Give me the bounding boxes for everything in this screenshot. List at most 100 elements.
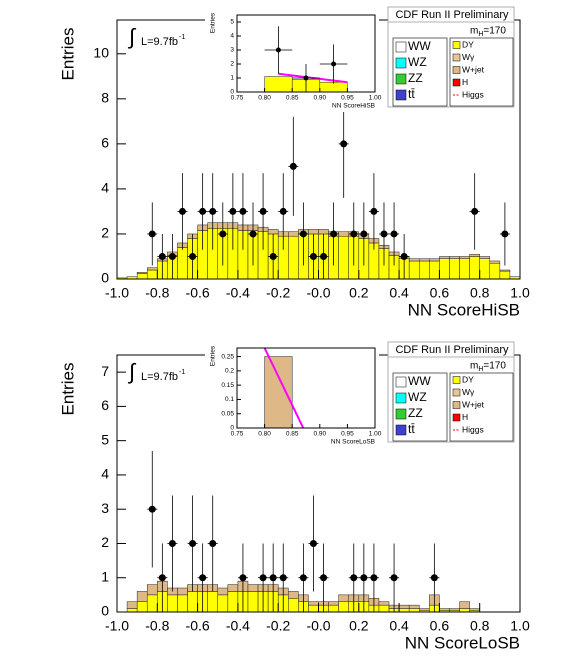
plot-frame: [236, 347, 376, 429]
y-tick-label: 6: [101, 135, 109, 151]
x-tick-label: 0.4: [389, 618, 409, 634]
x-tick-label: 1.0: [510, 285, 530, 301]
data-point: [370, 207, 378, 215]
y-tick-label: 10: [93, 44, 109, 60]
histogram-bar: [469, 608, 480, 611]
data-point: [309, 252, 317, 260]
histogram-bar: [146, 594, 158, 613]
histogram-bar: [469, 256, 480, 280]
x-tick-label: -0.8: [145, 618, 169, 634]
x-tick-label: 0.75: [231, 95, 244, 102]
y-tick-label: 0: [101, 270, 109, 286]
integral-sign: ∫: [127, 359, 137, 384]
x-tick-label: -0.0: [306, 285, 330, 301]
mass-subscript: H: [478, 366, 483, 373]
legend-label: WW: [408, 374, 431, 388]
y-tick-label: 2: [101, 225, 109, 241]
histogram-bar: [217, 594, 229, 613]
histogram-bar: [136, 591, 148, 602]
histogram-bar: [459, 258, 470, 280]
x-tick-label: 0.8: [470, 285, 490, 301]
legend-label: Wγ: [462, 52, 475, 62]
histogram-bar: [267, 229, 279, 235]
data-point: [430, 574, 438, 582]
legend-swatch: [452, 78, 461, 87]
legend-swatch: [452, 401, 461, 409]
y-tick-label: 3: [230, 47, 234, 54]
histogram-bar: [439, 256, 450, 259]
x-tick-label: 0.2: [349, 285, 369, 301]
data-point: [239, 207, 247, 215]
data-point: [380, 230, 388, 238]
x-tick-label: 0.8: [470, 618, 490, 634]
legend-swatch: [452, 376, 461, 384]
y-tick-label: 8: [101, 90, 109, 106]
histogram-bar: [469, 253, 480, 257]
legend-label: WW: [408, 39, 431, 53]
data-point: [199, 574, 207, 582]
histogram-bar: [408, 608, 420, 613]
histogram-bar: [408, 260, 420, 280]
x-tick-label: -0.6: [186, 618, 210, 634]
legend-swatch: [452, 413, 461, 422]
y-tick-label: 1: [230, 75, 234, 82]
histogram-bar: [177, 587, 188, 596]
data-point: [331, 61, 337, 67]
x-tick-label: 0.2: [349, 618, 369, 634]
legend-box: [449, 37, 514, 107]
data-point: [219, 230, 227, 238]
legend-swatch: [452, 66, 461, 74]
legend-box: [449, 372, 514, 442]
histogram-bar: [288, 231, 299, 237]
x-tick-label: 0.80: [258, 95, 271, 102]
x-axis-label: NN ScoreHiSB: [332, 103, 375, 110]
y-tick-label: 4: [101, 466, 109, 482]
data-point: [148, 505, 156, 513]
histogram-bar: [499, 269, 511, 272]
data-point: [279, 574, 287, 582]
y-tick-label: 3: [101, 500, 109, 516]
data-point: [229, 207, 237, 215]
luminosity-exponent: -1: [179, 34, 185, 41]
x-tick-label: 1.0: [510, 618, 530, 634]
histogram-bar: [408, 604, 420, 609]
histogram-bar: [207, 591, 219, 613]
legend-label: W+jet: [462, 399, 485, 409]
histogram-bar: [439, 258, 450, 280]
histogram-bar: [459, 601, 470, 609]
data-point: [390, 574, 398, 582]
y-tick-label: 0.15: [221, 382, 234, 389]
data-point: [269, 574, 277, 582]
data-point: [350, 230, 358, 238]
y-tick-label: 0.1: [225, 396, 234, 403]
y-tick-label: 2: [101, 534, 109, 550]
x-tick-label: -0.4: [226, 618, 250, 634]
histogram-bar: [449, 256, 460, 259]
histogram-bar: [338, 594, 349, 602]
x-tick-label: -0.2: [266, 285, 290, 301]
legend-swatch: [395, 89, 407, 101]
data-point: [289, 162, 297, 170]
data-point: [158, 574, 166, 582]
y-axis-label: Entries: [210, 345, 217, 366]
data-point: [330, 230, 338, 238]
y-axis-label: Entries: [58, 363, 77, 416]
x-tick-label: -0.0: [306, 618, 330, 634]
histogram-bar: [227, 591, 239, 613]
histogram-bar: [378, 601, 390, 606]
luminosity: L=9.7fb: [141, 371, 178, 383]
y-tick-label: 0: [230, 89, 234, 96]
legend-swatch: [452, 41, 461, 49]
histogram-bar: [338, 231, 349, 237]
legend-swatch: [395, 424, 407, 436]
data-point: [189, 539, 197, 547]
histogram-bar: [136, 273, 148, 280]
x-tick-label: -1.0: [105, 618, 129, 634]
histogram-bar: [288, 598, 299, 613]
legend-label: tt̄: [408, 87, 415, 101]
histogram-bar: [479, 258, 491, 280]
data-point: [350, 574, 358, 582]
legend-swatch: [452, 53, 461, 62]
x-tick-label: -0.8: [145, 285, 169, 301]
data-point: [390, 230, 398, 238]
